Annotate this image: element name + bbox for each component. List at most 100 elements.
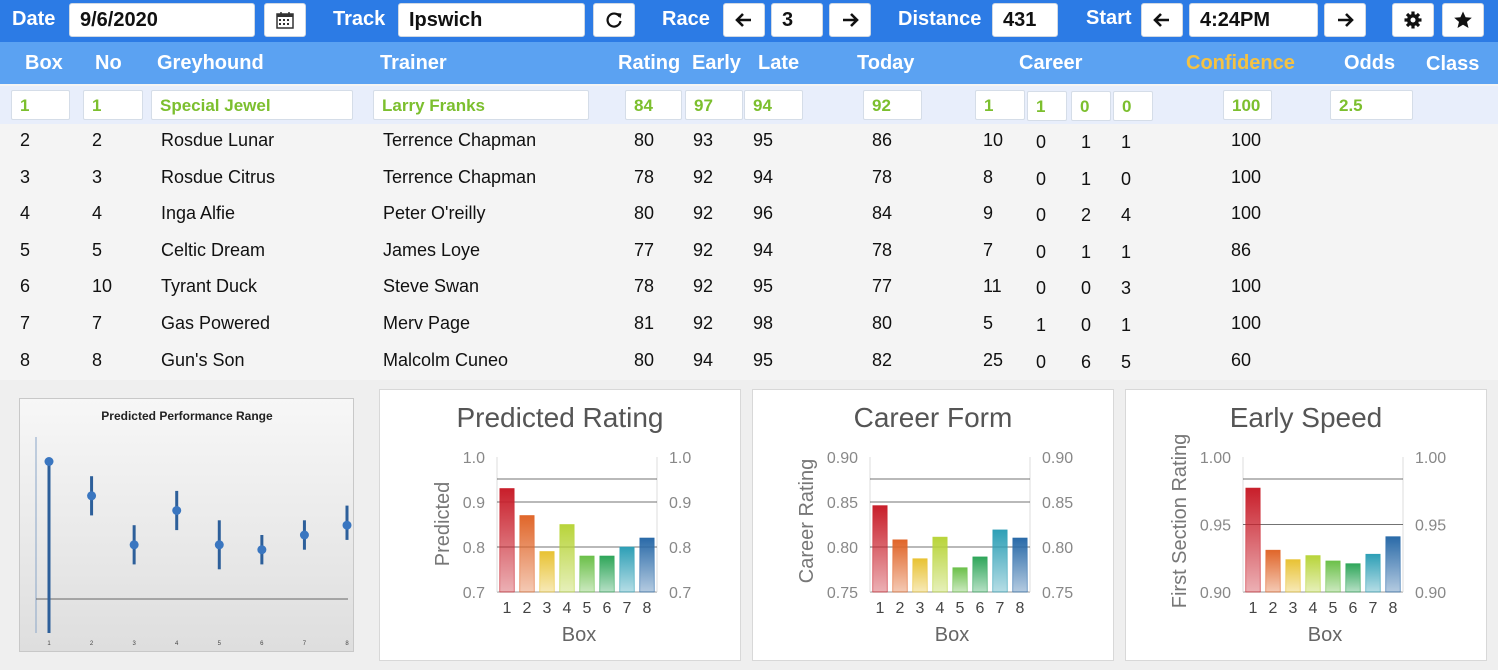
cell-box: 7 — [20, 313, 31, 333]
cell-today: 82 — [872, 349, 893, 370]
race-prev-button[interactable] — [723, 3, 765, 37]
cell-confidence: 60 — [1231, 349, 1252, 370]
chart-title: Career Form — [853, 402, 1013, 433]
cell-early: 92 — [693, 166, 714, 187]
x-tick-label: 7 — [623, 600, 632, 617]
x-tick-label: 4 — [1309, 600, 1318, 617]
bar — [892, 539, 908, 593]
selected-career-thirds[interactable]: 0 — [1113, 91, 1153, 121]
bar — [1345, 563, 1361, 593]
cell-greyhound: Rosdue Lunar — [161, 130, 275, 150]
refresh-button[interactable] — [593, 3, 635, 37]
y-tick-label-right: 0.8 — [669, 540, 691, 557]
y-tick-label: 0.75 — [827, 585, 858, 602]
header-class[interactable]: Class — [1426, 53, 1480, 75]
cell-career-starts: 10 — [983, 130, 1004, 150]
header-career[interactable]: Career — [1019, 52, 1083, 74]
date-label: Date — [12, 8, 56, 30]
selected-today[interactable]: 92 — [863, 90, 922, 120]
arrow-left-icon — [735, 13, 751, 27]
header-rating[interactable]: Rating — [618, 52, 681, 74]
start-label: Start — [1086, 7, 1132, 29]
cell-career-thirds: 0 — [1121, 168, 1132, 189]
race-field[interactable]: 3 — [771, 3, 823, 37]
range-point — [87, 491, 97, 501]
early-speed-panel: Early Speed 1.00 1.00 0.95 0.95 0.90 0.90 1 2 3 4… — [1125, 389, 1487, 661]
cell-career-wins: 0 — [1036, 168, 1047, 189]
bar — [1325, 560, 1341, 593]
performance-range-chart: Predicted Performance Range 1 2 3 4 5 6 7 8 — [19, 398, 354, 652]
header-no[interactable]: No — [95, 52, 122, 74]
header-box[interactable]: Box — [25, 52, 63, 74]
header-early[interactable]: Early — [692, 52, 741, 74]
y-tick-label-right: 0.9 — [669, 495, 691, 512]
cell-early: 92 — [693, 313, 714, 333]
selected-greyhound[interactable]: Special Jewel — [151, 90, 353, 120]
start-prev-button[interactable] — [1141, 3, 1183, 37]
cell-career-starts: 25 — [983, 349, 1004, 370]
distance-label: Distance — [898, 8, 982, 30]
x-tick-label: 2 — [523, 600, 532, 617]
selected-no[interactable]: 1 — [83, 90, 143, 120]
header-today[interactable]: Today — [857, 52, 915, 74]
calendar-button[interactable] — [264, 3, 306, 37]
selected-odds[interactable]: 2.5 — [1330, 90, 1413, 120]
bar — [1245, 487, 1261, 593]
selected-career-seconds[interactable]: 0 — [1071, 91, 1111, 121]
selected-career-wins[interactable]: 1 — [1027, 91, 1067, 121]
selected-career-starts[interactable]: 1 — [975, 90, 1025, 120]
y-tick-label: 0.80 — [827, 540, 858, 557]
start-time-field[interactable]: 4:24PM — [1189, 3, 1318, 37]
cell-no: 2 — [92, 130, 103, 150]
selected-confidence[interactable]: 100 — [1223, 90, 1272, 120]
cell-career-wins: 0 — [1036, 351, 1047, 372]
cell-box: 2 — [20, 130, 31, 150]
bar — [932, 536, 948, 593]
bar — [1012, 537, 1028, 593]
cell-career-thirds: 3 — [1121, 278, 1132, 299]
cell-greyhound: Inga Alfie — [161, 203, 236, 224]
favorite-button[interactable] — [1442, 3, 1484, 37]
header-trainer[interactable]: Trainer — [380, 52, 447, 74]
cell-career-thirds: 1 — [1121, 241, 1132, 262]
bar — [972, 556, 988, 593]
x-tick-label: 3 — [916, 600, 925, 617]
header-confidence[interactable]: Confidence — [1186, 52, 1295, 74]
x-tick-label: 2 — [90, 641, 94, 647]
selected-early[interactable]: 97 — [685, 90, 743, 120]
cell-trainer: Terrence Chapman — [383, 166, 537, 187]
header-odds[interactable]: Odds — [1344, 52, 1396, 74]
chart-title: Predicted Rating — [456, 402, 664, 433]
career-form-chart: 0.90 0.90 0.85 0.85 0.80 0.80 0.75 0.75 1 2 3 4 5 6 7 8… — [796, 450, 1073, 646]
settings-button[interactable] — [1392, 3, 1434, 37]
cell-early: 92 — [693, 276, 714, 297]
cell-early: 92 — [693, 239, 714, 260]
cell-career-seconds: 0 — [1081, 315, 1092, 335]
distance-field[interactable]: 431 — [992, 3, 1058, 37]
y-tick-label: 0.8 — [463, 540, 485, 557]
header-late[interactable]: Late — [758, 52, 800, 74]
arrow-left-icon — [1153, 13, 1169, 27]
early-speed-chart: 1.00 1.00 0.95 0.95 0.90 0.90 1 2 3 4 5 6 7 8 Box First… — [1169, 434, 1446, 646]
race-next-button[interactable] — [829, 3, 871, 37]
cell-no: 7 — [92, 313, 103, 333]
refresh-icon — [606, 12, 622, 28]
track-field[interactable]: Ipswich — [398, 3, 585, 37]
cell-late: 98 — [753, 313, 774, 333]
cell-greyhound: Celtic Dream — [161, 239, 266, 260]
selected-box[interactable]: 1 — [11, 90, 70, 120]
y-tick-label-right: 0.95 — [1415, 518, 1446, 535]
x-tick-label: 5 — [583, 600, 592, 617]
cell-trainer: Peter O'reilly — [383, 203, 486, 224]
cell-greyhound: Gas Powered — [161, 313, 271, 333]
selected-trainer[interactable]: Larry Franks — [373, 90, 589, 120]
start-next-button[interactable] — [1324, 3, 1366, 37]
cell-career-wins: 0 — [1036, 132, 1047, 152]
x-tick-label: 3 — [1289, 600, 1298, 617]
selected-rating[interactable]: 84 — [625, 90, 682, 120]
date-field[interactable]: 9/6/2020 — [69, 3, 255, 37]
selected-late[interactable]: 94 — [744, 90, 803, 120]
header-greyhound[interactable]: Greyhound — [157, 52, 264, 74]
bar — [1385, 536, 1401, 593]
x-tick-label: 6 — [976, 600, 985, 617]
